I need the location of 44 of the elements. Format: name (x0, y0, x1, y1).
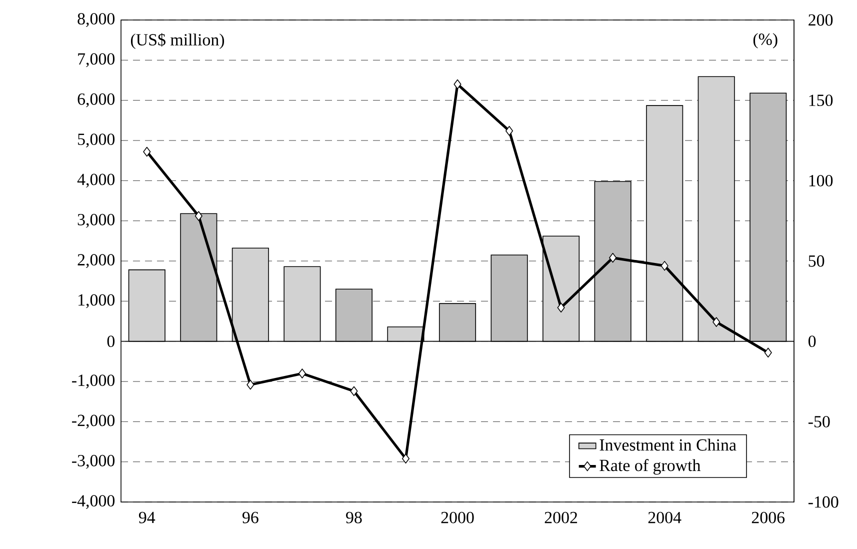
point (402, 454, 410, 464)
y2-tick-label: 50 (808, 255, 824, 267)
y2-tick-label: 0 (808, 336, 816, 348)
point (557, 302, 565, 312)
point (298, 368, 306, 378)
x-tick-label: 98 (346, 512, 362, 524)
y-tick-label: 3,000 (78, 214, 115, 228)
y2-tick-label: 100 (809, 174, 833, 186)
y-tick-label: 4,000 (77, 174, 115, 188)
x-tick-label: 2006 (752, 512, 785, 524)
y2-tick-label: 200 (808, 14, 833, 26)
point (246, 380, 254, 390)
y2-axis-title: (%) (753, 33, 778, 48)
point (660, 260, 668, 271)
y-tick-label: 6,000 (78, 93, 115, 108)
point (194, 211, 202, 221)
y-tick-label: -1,000 (72, 374, 115, 388)
y-tick-label: 8,000 (78, 13, 115, 27)
point (506, 126, 514, 136)
y-tick-label: 1,000 (78, 294, 115, 308)
x-tick-label: 2004 (648, 512, 682, 524)
x-tick-label: 2000 (441, 512, 474, 524)
point (143, 146, 151, 157)
x-tick-label: 2002 (544, 512, 578, 524)
legend-label: Rate of growth (600, 459, 701, 475)
point (609, 252, 617, 263)
x-tick-label: 94 (138, 512, 156, 524)
legend-label: Investment in China (600, 438, 736, 451)
y-tick-label: -3,000 (72, 454, 115, 469)
point (350, 386, 358, 396)
y2-tick-label: -100 (808, 496, 838, 508)
y-axis-title: (US$ million) (130, 33, 224, 49)
x-tick-label: 96 (242, 512, 258, 524)
y2-tick-label: 150 (809, 94, 833, 106)
y-tick-label: 5,000 (78, 134, 115, 148)
y-tick-label: 2,000 (78, 254, 115, 268)
point (712, 317, 720, 327)
y-tick-label: 0 (107, 336, 115, 348)
y-tick-label: -2,000 (72, 414, 115, 429)
y-tick-label: 7,000 (78, 53, 115, 68)
y2-tick-label: -50 (808, 416, 830, 428)
y-tick-label: -4,000 (72, 495, 115, 509)
point (764, 348, 772, 358)
point (454, 79, 462, 90)
